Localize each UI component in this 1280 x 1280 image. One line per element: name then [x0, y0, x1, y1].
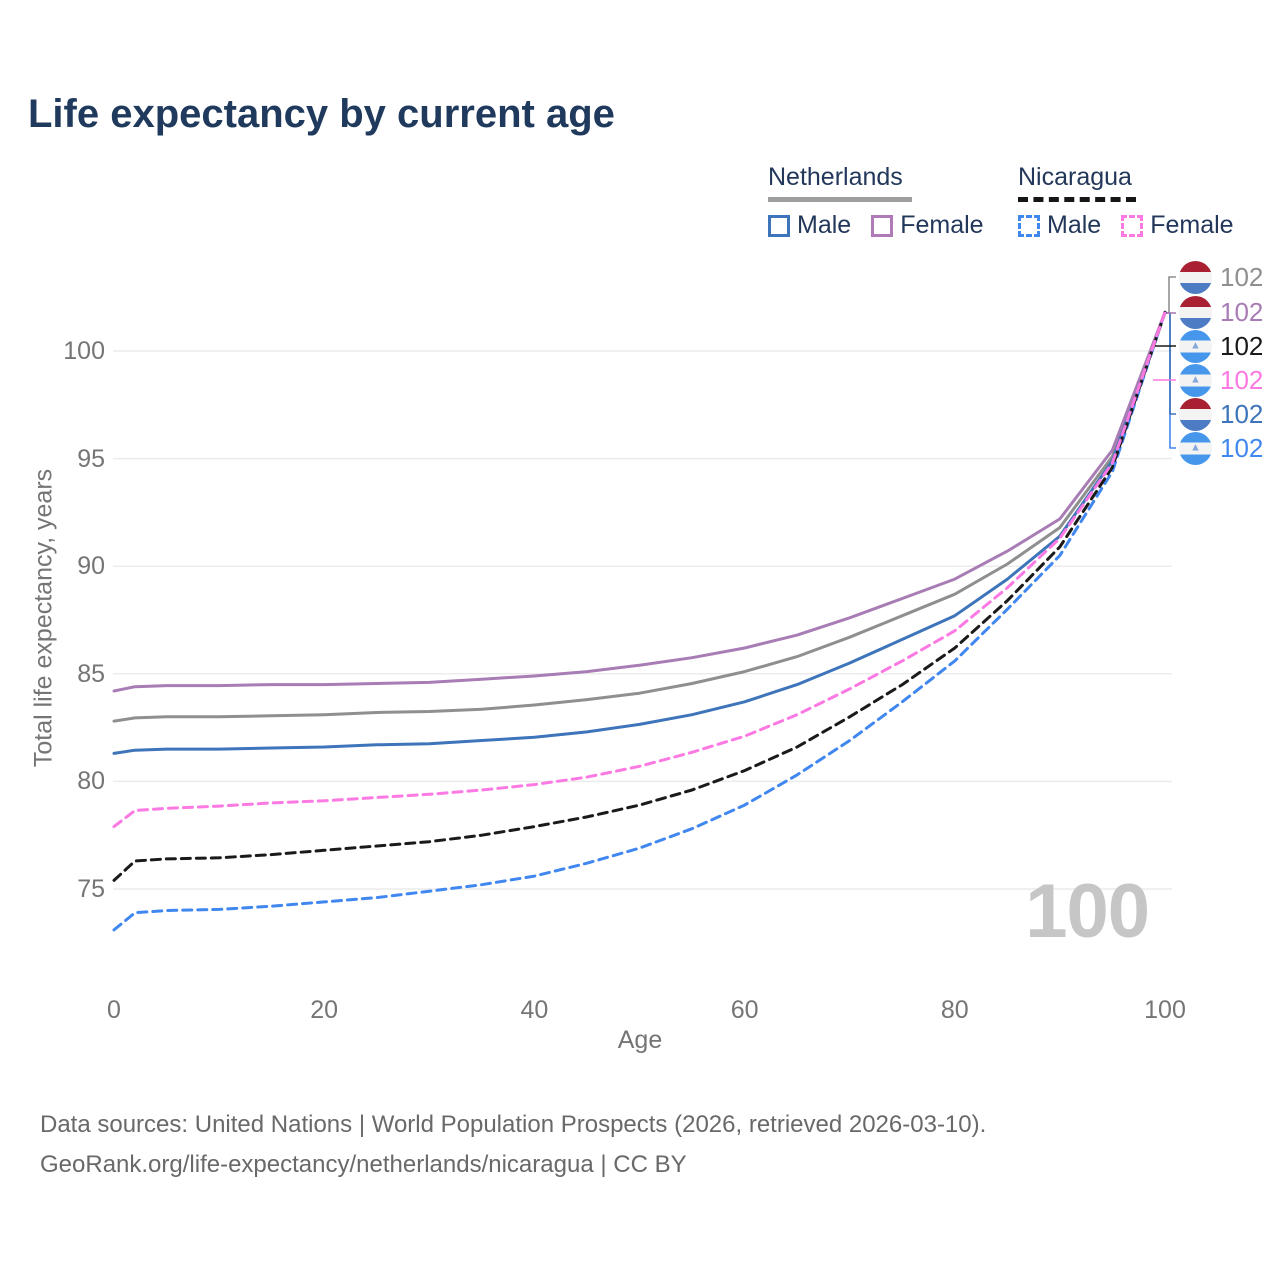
y-tick-90: 90 [77, 552, 105, 581]
legend-item-label: Female [900, 211, 984, 239]
series-line-netherlands-female[interactable] [112, 310, 1167, 693]
end-label-netherlands-female: 102 [1179, 295, 1263, 329]
end-label-connector-netherlands-total [1166, 276, 1176, 314]
nicaragua-flag-icon: ▲ [1179, 363, 1212, 397]
x-tick-100: 100 [1144, 996, 1186, 1024]
end-label-netherlands-total: 102 [1179, 260, 1263, 294]
legend-item-netherlands-female[interactable]: Female [871, 211, 984, 240]
netherlands-female-swatch-icon [871, 214, 894, 237]
end-label-nicaragua-male: ▲ 102 [1179, 431, 1263, 465]
georank-link[interactable]: GeoRank.org/life-expectancy/netherlands/… [40, 1151, 594, 1178]
series-line-nicaragua-female[interactable] [112, 310, 1167, 829]
legend-group-netherlands: Netherlands Male Female [768, 163, 1004, 240]
y-tick-80: 80 [77, 767, 105, 796]
nicaragua-emblem-icon: ▲ [1190, 373, 1201, 386]
legend-item-label: Male [1047, 211, 1102, 239]
series-line-netherlands-total[interactable] [112, 310, 1167, 723]
legend-country-nicaragua[interactable]: Nicaragua [1018, 163, 1254, 202]
x-tick-60: 60 [730, 996, 759, 1024]
netherlands-flag-icon [1179, 260, 1212, 294]
y-tick-75: 75 [77, 875, 105, 903]
end-value-label: 102 [1220, 262, 1264, 292]
x-tick-0: 0 [107, 996, 121, 1024]
end-label-nicaragua-total: ▲ 102 [1179, 329, 1263, 363]
legend-item-netherlands-male[interactable]: Male [768, 211, 851, 240]
legend-country-label-netherlands: Netherlands [768, 163, 903, 191]
series-line-nicaragua-male[interactable] [112, 310, 1167, 932]
end-label-connector-netherlands-male [1166, 312, 1176, 415]
license-label: | CC BY [593, 1151, 687, 1178]
nicaragua-male-swatch-icon [1018, 214, 1040, 237]
netherlands-flag-icon [1179, 397, 1212, 431]
netherlands-flag-icon [1179, 295, 1212, 329]
legend-item-nicaragua-male[interactable]: Male [1018, 211, 1101, 240]
nicaragua-emblem-icon: ▲ [1190, 441, 1201, 454]
end-value-label: 102 [1220, 433, 1264, 463]
legend-item-nicaragua-female[interactable]: Female [1121, 211, 1234, 240]
legend-country-label-nicaragua: Nicaragua [1018, 163, 1132, 191]
nicaragua-flag-icon: ▲ [1179, 329, 1212, 363]
legend-group-nicaragua: Nicaragua Male Female [1018, 163, 1254, 240]
end-value-label: 102 [1220, 365, 1264, 395]
nicaragua-flag-icon: ▲ [1179, 431, 1212, 465]
legend-country-netherlands[interactable]: Netherlands [768, 163, 1004, 202]
end-value-label: 102 [1220, 399, 1264, 429]
chart-legend: Netherlands Male Female Nicaragua [0, 163, 1280, 243]
end-label-netherlands-male: 102 [1179, 397, 1263, 431]
end-value-label: 102 [1220, 297, 1264, 327]
page-title: Life expectancy by current age [28, 92, 615, 136]
y-tick-100: 100 [63, 337, 105, 365]
legend-item-label: Male [797, 211, 852, 239]
netherlands-male-swatch-icon [768, 214, 790, 237]
attribution-line: GeoRank.org/life-expectancy/netherlands/… [40, 1145, 986, 1185]
footer: Data sources: United Nations | World Pop… [40, 1105, 986, 1185]
y-tick-95: 95 [77, 444, 105, 473]
x-tick-40: 40 [520, 996, 549, 1024]
y-tick-85: 85 [77, 659, 105, 688]
x-tick-20: 20 [310, 996, 339, 1024]
series-line-netherlands-male[interactable] [112, 310, 1167, 755]
series-line-nicaragua-total[interactable] [112, 310, 1167, 882]
legend-item-label: Female [1150, 211, 1234, 239]
age-watermark: 100 [1025, 869, 1150, 954]
nicaragua-female-swatch-icon [1121, 214, 1144, 237]
end-value-label: 102 [1220, 331, 1264, 361]
end-label-nicaragua-female: ▲ 102 [1179, 363, 1263, 397]
x-axis-title: Age [617, 1026, 663, 1054]
data-sources-line: Data sources: United Nations | World Pop… [40, 1111, 987, 1138]
nicaragua-emblem-icon: ▲ [1190, 339, 1201, 352]
y-axis-title: Total life expectancy, years [29, 468, 58, 768]
x-tick-80: 80 [940, 996, 969, 1024]
nicaragua-line-style-swatch [1018, 197, 1136, 202]
netherlands-line-style-swatch [768, 197, 912, 202]
